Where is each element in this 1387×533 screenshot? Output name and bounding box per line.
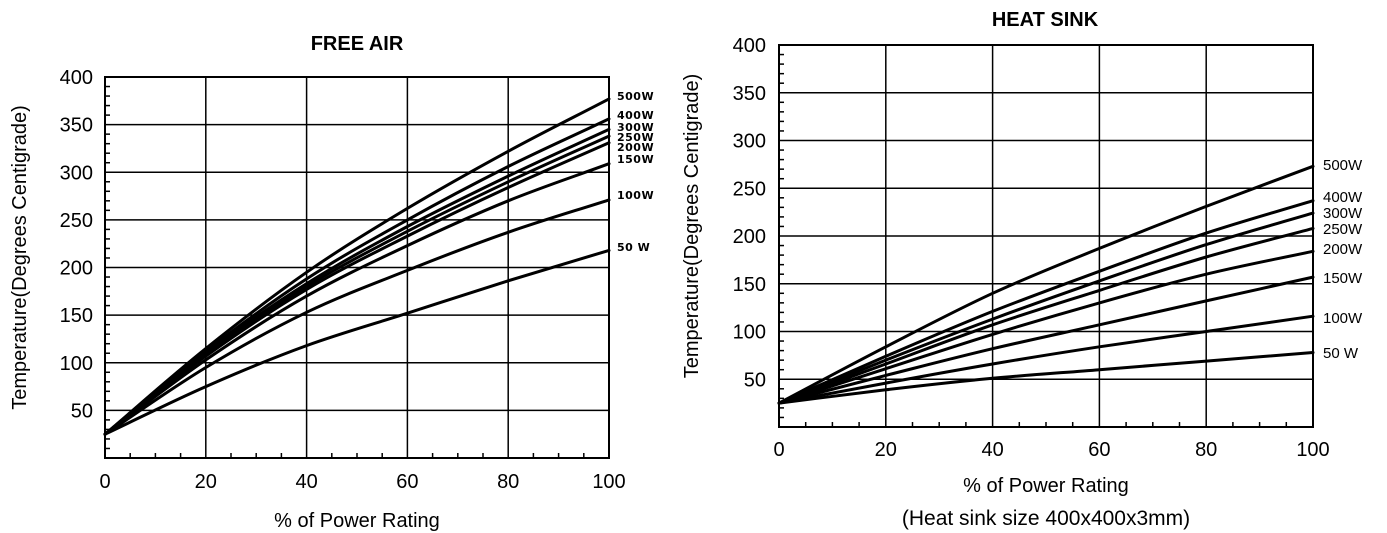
series-label: 100W <box>1323 310 1363 327</box>
x-tick-label: 60 <box>1088 439 1110 461</box>
chart-title: FREE AIR <box>311 33 404 55</box>
x-tick-label: 20 <box>195 471 217 493</box>
series-line-100w <box>777 314 1315 405</box>
series-label: 50 W <box>617 241 650 254</box>
y-tick-label: 200 <box>60 258 93 280</box>
y-tick-label: 250 <box>60 210 93 232</box>
series-label: 100W <box>617 189 654 202</box>
y-tick-label: 100 <box>60 353 93 375</box>
series-label: 500W <box>1323 157 1363 174</box>
x-tick-label: 80 <box>497 471 519 493</box>
chart-panel-heat-sink: HEAT SINK 50 100 150 200 250 300 350 400 0 20 40 60 8… <box>681 9 1363 530</box>
y-tick-label: 300 <box>733 131 766 153</box>
series-line-200w <box>103 141 611 436</box>
chart-panel-free-air: FREE AIR 50 100 150 200 250 300 350 400 0 20 40 60 80… <box>9 33 654 532</box>
series-label: 500W <box>617 90 654 103</box>
x-tick-label: 80 <box>1195 439 1217 461</box>
y-tick-label: 350 <box>733 83 766 105</box>
y-axis-label: Temperature(Degrees Centigrade) <box>9 105 31 410</box>
x-tick-label: 100 <box>1296 439 1329 461</box>
series-line-100w <box>103 198 611 436</box>
series-label: 250W <box>1323 221 1363 238</box>
series-label: 250W <box>617 131 654 144</box>
series-line-50w <box>777 351 1315 405</box>
y-tick-label: 400 <box>60 67 93 89</box>
x-tick-label: 20 <box>875 439 897 461</box>
series-line-300w <box>777 211 1315 405</box>
x-tick-label: 0 <box>99 471 110 493</box>
series-line-150w <box>103 162 611 436</box>
plot-frame <box>104 76 610 459</box>
y-tick-label: 200 <box>733 226 766 248</box>
y-tick-label: 400 <box>733 35 766 57</box>
y-tick-label: 100 <box>733 322 766 344</box>
series-line-150w <box>777 275 1315 405</box>
x-tick-label: 100 <box>592 471 625 493</box>
plot-frame <box>778 44 1314 428</box>
y-tick-label: 50 <box>71 400 93 422</box>
series-label: 200W <box>617 141 654 154</box>
y-tick-label: 50 <box>744 369 766 391</box>
y-axis-label: Temperature(Degrees Centigrade) <box>681 74 703 379</box>
x-tick-label: 60 <box>396 471 418 493</box>
x-axis-label: % of Power Rating <box>963 475 1129 497</box>
x-tick-label: 40 <box>295 471 317 493</box>
series-label: 300W <box>617 121 654 134</box>
series-line-400w <box>777 199 1315 405</box>
series-line-250w <box>103 134 611 436</box>
y-tick-label: 250 <box>733 178 766 200</box>
x-tick-label: 0 <box>773 439 784 461</box>
series-line-500w <box>777 164 1315 405</box>
series-label: 400W <box>1323 189 1363 206</box>
series-label: 150W <box>617 153 654 166</box>
x-axis-label: % of Power Rating <box>274 510 440 532</box>
series-label: 300W <box>1323 205 1363 222</box>
series-label: 50 W <box>1323 345 1359 362</box>
x-tick-label: 40 <box>981 439 1003 461</box>
y-tick-label: 150 <box>733 274 766 296</box>
y-tick-label: 300 <box>60 162 93 184</box>
series-line-400w <box>103 117 611 436</box>
series-label: 150W <box>1323 270 1363 287</box>
series-line-50w <box>103 248 611 436</box>
series-line-250w <box>777 226 1315 405</box>
y-tick-label: 150 <box>60 305 93 327</box>
series-line-500w <box>103 97 611 436</box>
series-line-200w <box>777 249 1315 405</box>
x-axis-sublabel: (Heat sink size 400x400x3mm) <box>902 507 1190 530</box>
series-label: 200W <box>1323 241 1363 258</box>
chart-title: HEAT SINK <box>992 9 1099 31</box>
y-tick-label: 350 <box>60 115 93 137</box>
series-label: 400W <box>617 109 654 122</box>
